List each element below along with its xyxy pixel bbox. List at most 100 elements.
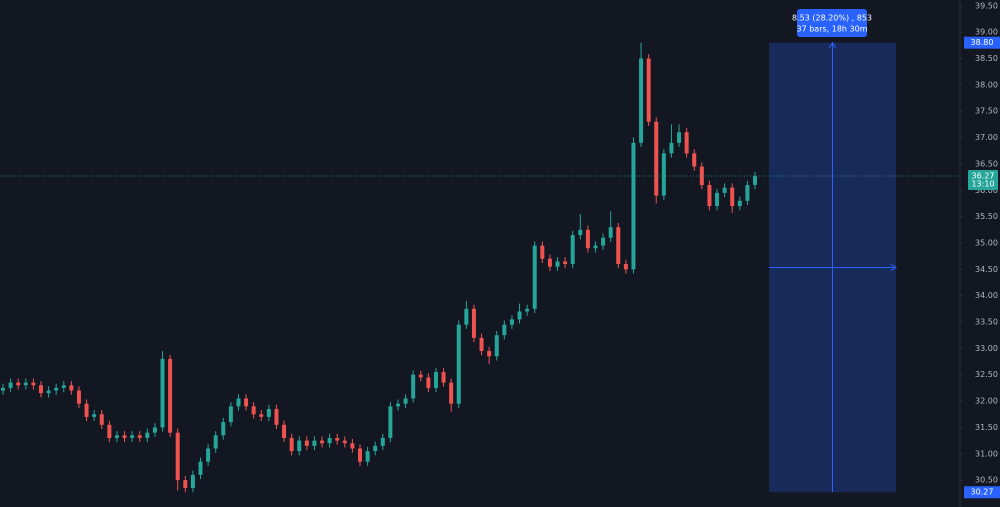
candle-body (563, 261, 568, 265)
candle-body (99, 414, 104, 425)
candle-body (403, 398, 408, 404)
y-tick-label: 38.00 (975, 80, 998, 89)
countdown-label: 13:10 (971, 180, 994, 189)
y-tick-label: 37.50 (975, 107, 998, 116)
candle-body (509, 319, 514, 325)
candle-body (137, 435, 142, 438)
candle-body (320, 440, 325, 444)
y-tick-label: 36.50 (975, 159, 998, 168)
candle-body (464, 308, 469, 325)
y-tick-label: 37.00 (975, 133, 998, 142)
candle-body (122, 435, 127, 438)
candle-body (38, 385, 43, 394)
last-price-tag (968, 170, 998, 191)
candle-body (692, 153, 697, 167)
y-tick-label: 36.00 (975, 186, 998, 195)
candle-body (61, 385, 66, 388)
candle-body (395, 403, 400, 407)
candle-body (639, 58, 644, 143)
candle-body (152, 427, 157, 433)
candle-body (221, 422, 226, 436)
candle-body (699, 166, 704, 185)
candle-body (175, 432, 180, 481)
candle-body (327, 437, 332, 444)
candle-body (601, 237, 606, 246)
candle-body (684, 132, 689, 154)
candle-body (350, 443, 355, 449)
candle-body (228, 406, 233, 423)
candle-body (585, 229, 590, 249)
candle-body (525, 308, 530, 312)
y-tick-label: 32.00 (975, 397, 998, 406)
candle-body (190, 474, 195, 489)
candle-body (411, 374, 416, 399)
candle-body (677, 132, 682, 143)
measure-price-tag (964, 36, 1000, 49)
candle-body (646, 58, 651, 122)
candle-body (722, 187, 727, 193)
candle-body (456, 324, 461, 404)
candle-body (449, 382, 454, 404)
candle-body (358, 448, 363, 462)
arrow-head (829, 41, 836, 48)
measure-text: 8.53 (28.20%) , 853 (792, 14, 872, 23)
y-tick-label: 31.00 (975, 449, 998, 458)
candle-body (745, 184, 750, 201)
y-tick-label: 34.50 (975, 265, 998, 274)
candle-body (471, 308, 476, 338)
candle-body (547, 258, 552, 267)
candle-body (76, 390, 81, 404)
candle-body (183, 480, 188, 489)
y-tick-label: 32.50 (975, 370, 998, 379)
measure-price-label: 38.80 (971, 38, 994, 47)
candle-body (661, 153, 666, 196)
candle-body (715, 192, 720, 207)
candle-body (487, 351, 492, 357)
candle-body (130, 435, 135, 438)
candle-body (107, 424, 112, 438)
candle-body (555, 261, 560, 267)
candle-body (707, 184, 712, 207)
candle-body (236, 398, 241, 407)
y-tick-label: 39.50 (975, 1, 998, 10)
candle-body (631, 142, 636, 270)
y-tick-label: 33.00 (975, 344, 998, 353)
candle-body (1, 387, 5, 391)
candle-body (54, 387, 59, 391)
candle-body (312, 440, 317, 446)
measure-tooltip (797, 9, 867, 37)
candle-body (244, 398, 249, 407)
candle-body (616, 227, 621, 265)
candle-body (259, 414, 264, 417)
candle-body (380, 437, 385, 446)
candle-body (608, 227, 613, 238)
candle-body (46, 390, 51, 394)
measure-price-label: 30.27 (971, 488, 994, 497)
candle-body (623, 264, 628, 270)
candle-body (282, 424, 287, 438)
candle-body (441, 372, 446, 383)
y-tick-label: 35.00 (975, 238, 998, 247)
candle-body (31, 382, 36, 386)
y-tick-label: 33.50 (975, 318, 998, 327)
candle-body (16, 382, 21, 386)
candle-body (114, 435, 119, 438)
candle-body (213, 435, 218, 449)
y-tick-label: 35.50 (975, 212, 998, 221)
candle-body (289, 437, 294, 452)
y-tick-label: 39.00 (975, 28, 998, 37)
arrow-head (890, 264, 897, 271)
candle-body (593, 245, 598, 249)
candle-body (145, 432, 150, 438)
y-tick-label: 30.50 (975, 476, 998, 485)
candle-body (373, 445, 378, 452)
measure-price-tag (964, 486, 1000, 499)
candle-body (730, 187, 735, 207)
candle-body (8, 382, 13, 388)
candle-body (753, 176, 757, 185)
candle-body (335, 437, 340, 441)
candle-body (426, 377, 431, 388)
candle-body (654, 121, 659, 196)
